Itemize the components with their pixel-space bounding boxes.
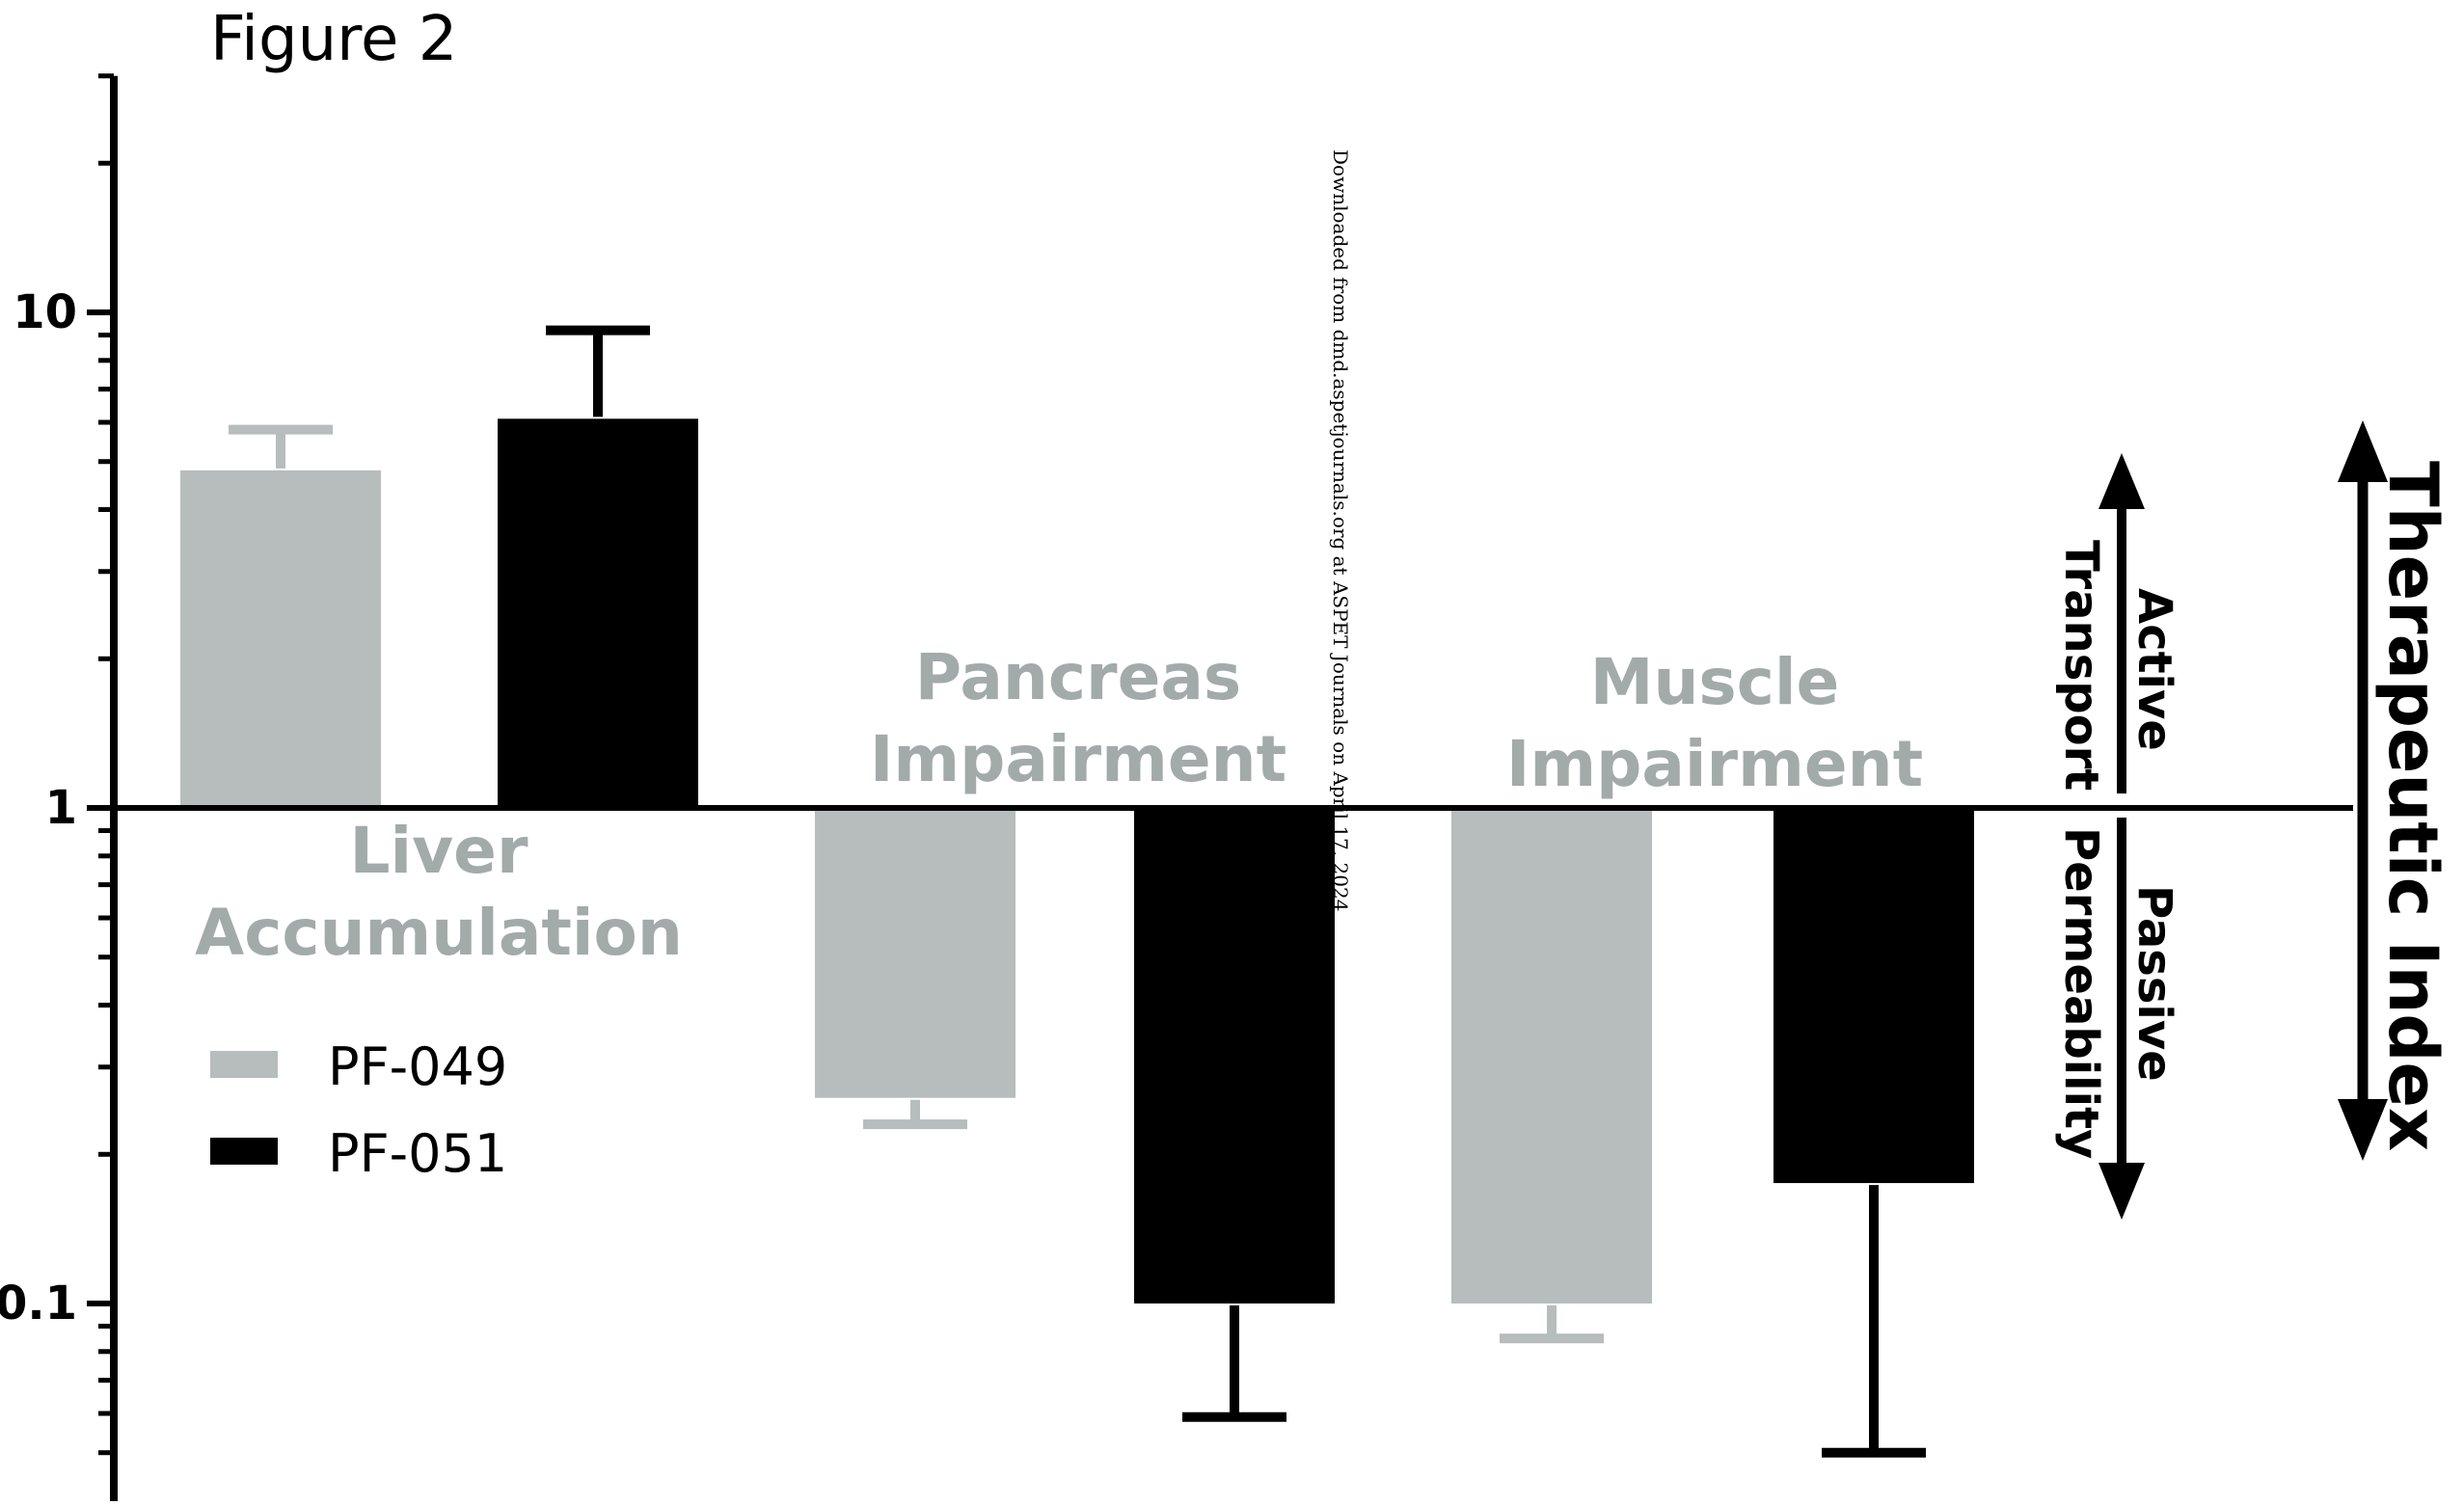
bar-pf051-0 <box>498 418 698 808</box>
legend-swatch-pf051 <box>210 1138 278 1165</box>
category-label-1-line-0: Pancreas <box>915 640 1241 714</box>
legend: PF-049 PF-051 <box>210 1036 507 1184</box>
bar-pf049-2 <box>1451 808 1652 1303</box>
y-tick-label: 1 <box>45 781 77 835</box>
y-tick-label: 0.1 <box>0 1277 77 1330</box>
legend-label-pf049: PF-049 <box>328 1036 507 1097</box>
bar-pf049-1 <box>815 808 1015 1098</box>
legend-swatch-pf049 <box>210 1051 278 1078</box>
active-label: Active <box>2127 588 2181 751</box>
transport-label: Transport <box>2054 540 2108 791</box>
permeability-label: Permeability <box>2054 827 2108 1159</box>
legend-label-pf051: PF-051 <box>328 1123 507 1184</box>
y-tick-label: 10 <box>13 285 77 339</box>
therapeutic-index-head-down <box>2338 1099 2388 1161</box>
therapeutic-index-label: Therapeutic Index <box>2373 461 2452 1151</box>
transport-arrow: Active Transport Passive Permeability <box>2054 453 2181 1220</box>
category-label-0-line-0: Liver <box>349 814 528 888</box>
figure-label: Figure 2 <box>210 4 457 75</box>
therapeutic-index-arrow: Therapeutic Index <box>2338 420 2452 1161</box>
category-labels: Liver Accumulation Pancreas Impairment Muscl… <box>195 640 1923 970</box>
active-arrow-head <box>2098 453 2145 509</box>
passive-label: Passive <box>2127 885 2181 1082</box>
y-axis: 0.1 1 10 <box>0 73 118 1501</box>
category-label-1-line-1: Impairment <box>870 722 1286 796</box>
category-label-2-line-0: Muscle <box>1590 645 1839 719</box>
watermark-text: Downloaded from dmd.aspetjournals.org at… <box>1329 149 1352 911</box>
category-label-0-line-1: Accumulation <box>195 896 683 970</box>
passive-arrow-head <box>2098 1163 2145 1220</box>
category-label-2-line-1: Impairment <box>1506 727 1923 801</box>
therapeutic-index-head-up <box>2338 420 2388 482</box>
bar-pf051-2 <box>1774 808 1974 1184</box>
bar-pf049-0 <box>180 470 381 808</box>
bar-pf051-1 <box>1134 808 1335 1303</box>
bars <box>114 325 2353 1458</box>
